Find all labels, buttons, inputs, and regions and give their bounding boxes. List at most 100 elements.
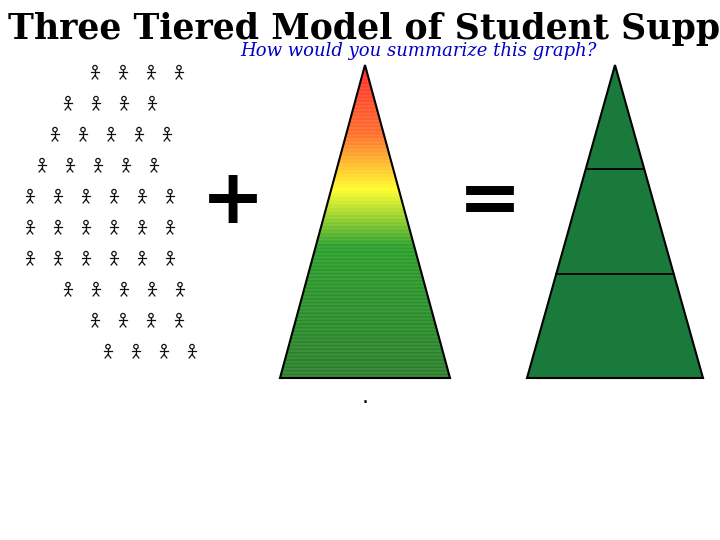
Polygon shape bbox=[314, 251, 415, 252]
Polygon shape bbox=[293, 329, 437, 330]
Polygon shape bbox=[349, 122, 381, 123]
Polygon shape bbox=[302, 298, 428, 299]
Polygon shape bbox=[290, 340, 440, 341]
Polygon shape bbox=[294, 323, 436, 324]
Polygon shape bbox=[303, 292, 427, 293]
Polygon shape bbox=[321, 226, 409, 227]
Polygon shape bbox=[287, 354, 444, 355]
Polygon shape bbox=[330, 194, 400, 195]
Polygon shape bbox=[325, 211, 405, 212]
Polygon shape bbox=[310, 267, 420, 268]
Polygon shape bbox=[323, 221, 408, 222]
Polygon shape bbox=[287, 350, 443, 352]
Polygon shape bbox=[333, 181, 397, 183]
Polygon shape bbox=[335, 176, 395, 177]
Polygon shape bbox=[360, 83, 370, 84]
Polygon shape bbox=[324, 216, 406, 217]
Polygon shape bbox=[308, 273, 422, 274]
Polygon shape bbox=[291, 338, 439, 339]
Polygon shape bbox=[305, 288, 426, 289]
Polygon shape bbox=[334, 177, 395, 178]
Polygon shape bbox=[296, 318, 434, 319]
Polygon shape bbox=[352, 112, 378, 113]
Polygon shape bbox=[360, 82, 370, 83]
Polygon shape bbox=[359, 85, 371, 86]
Polygon shape bbox=[299, 308, 431, 309]
Polygon shape bbox=[332, 187, 398, 188]
Polygon shape bbox=[343, 146, 387, 147]
Polygon shape bbox=[281, 374, 449, 375]
Polygon shape bbox=[340, 157, 390, 158]
Polygon shape bbox=[285, 359, 445, 360]
Polygon shape bbox=[284, 364, 446, 366]
Polygon shape bbox=[338, 161, 392, 162]
Polygon shape bbox=[301, 299, 428, 300]
Polygon shape bbox=[364, 66, 366, 68]
Polygon shape bbox=[321, 227, 409, 228]
Polygon shape bbox=[321, 225, 409, 226]
Polygon shape bbox=[346, 133, 384, 134]
Polygon shape bbox=[315, 246, 414, 247]
Polygon shape bbox=[312, 258, 418, 259]
Polygon shape bbox=[284, 363, 446, 364]
Polygon shape bbox=[354, 103, 376, 104]
Polygon shape bbox=[355, 102, 375, 103]
Polygon shape bbox=[294, 327, 436, 328]
Polygon shape bbox=[301, 301, 429, 302]
Polygon shape bbox=[281, 375, 449, 376]
Polygon shape bbox=[339, 160, 391, 161]
Polygon shape bbox=[300, 302, 430, 303]
Polygon shape bbox=[280, 377, 450, 378]
Polygon shape bbox=[328, 198, 401, 199]
Polygon shape bbox=[287, 352, 444, 353]
Polygon shape bbox=[327, 205, 403, 206]
Polygon shape bbox=[350, 119, 380, 120]
Polygon shape bbox=[284, 362, 446, 363]
Polygon shape bbox=[331, 188, 399, 190]
Polygon shape bbox=[293, 330, 437, 331]
Polygon shape bbox=[341, 151, 389, 152]
Polygon shape bbox=[345, 138, 385, 139]
Polygon shape bbox=[284, 360, 446, 361]
Polygon shape bbox=[281, 373, 449, 374]
Polygon shape bbox=[323, 220, 408, 221]
Polygon shape bbox=[527, 65, 703, 378]
Polygon shape bbox=[338, 164, 392, 165]
Polygon shape bbox=[300, 303, 430, 305]
Polygon shape bbox=[344, 141, 386, 143]
Polygon shape bbox=[357, 93, 373, 94]
Polygon shape bbox=[303, 293, 427, 294]
Polygon shape bbox=[306, 281, 424, 282]
Polygon shape bbox=[359, 89, 372, 90]
Polygon shape bbox=[316, 244, 414, 245]
Polygon shape bbox=[308, 274, 422, 275]
Polygon shape bbox=[309, 270, 421, 271]
Polygon shape bbox=[340, 158, 390, 159]
Polygon shape bbox=[351, 116, 379, 117]
Text: How would you summarize this graph?: How would you summarize this graph? bbox=[240, 42, 596, 60]
Polygon shape bbox=[306, 282, 424, 284]
Polygon shape bbox=[312, 259, 418, 260]
Polygon shape bbox=[356, 98, 374, 99]
Polygon shape bbox=[361, 80, 369, 82]
Polygon shape bbox=[325, 209, 405, 210]
Polygon shape bbox=[299, 307, 431, 308]
Polygon shape bbox=[358, 91, 372, 92]
Polygon shape bbox=[322, 223, 408, 224]
Polygon shape bbox=[310, 266, 420, 267]
Polygon shape bbox=[296, 319, 434, 320]
Polygon shape bbox=[344, 140, 386, 141]
Polygon shape bbox=[338, 162, 392, 163]
Polygon shape bbox=[317, 241, 413, 242]
Polygon shape bbox=[328, 202, 402, 204]
Polygon shape bbox=[318, 237, 412, 238]
Polygon shape bbox=[336, 172, 395, 173]
Polygon shape bbox=[358, 90, 372, 91]
Polygon shape bbox=[341, 150, 388, 151]
Polygon shape bbox=[297, 312, 433, 313]
Polygon shape bbox=[312, 256, 418, 258]
Polygon shape bbox=[353, 110, 377, 111]
Polygon shape bbox=[356, 99, 374, 100]
Polygon shape bbox=[292, 333, 438, 334]
Polygon shape bbox=[287, 353, 444, 354]
